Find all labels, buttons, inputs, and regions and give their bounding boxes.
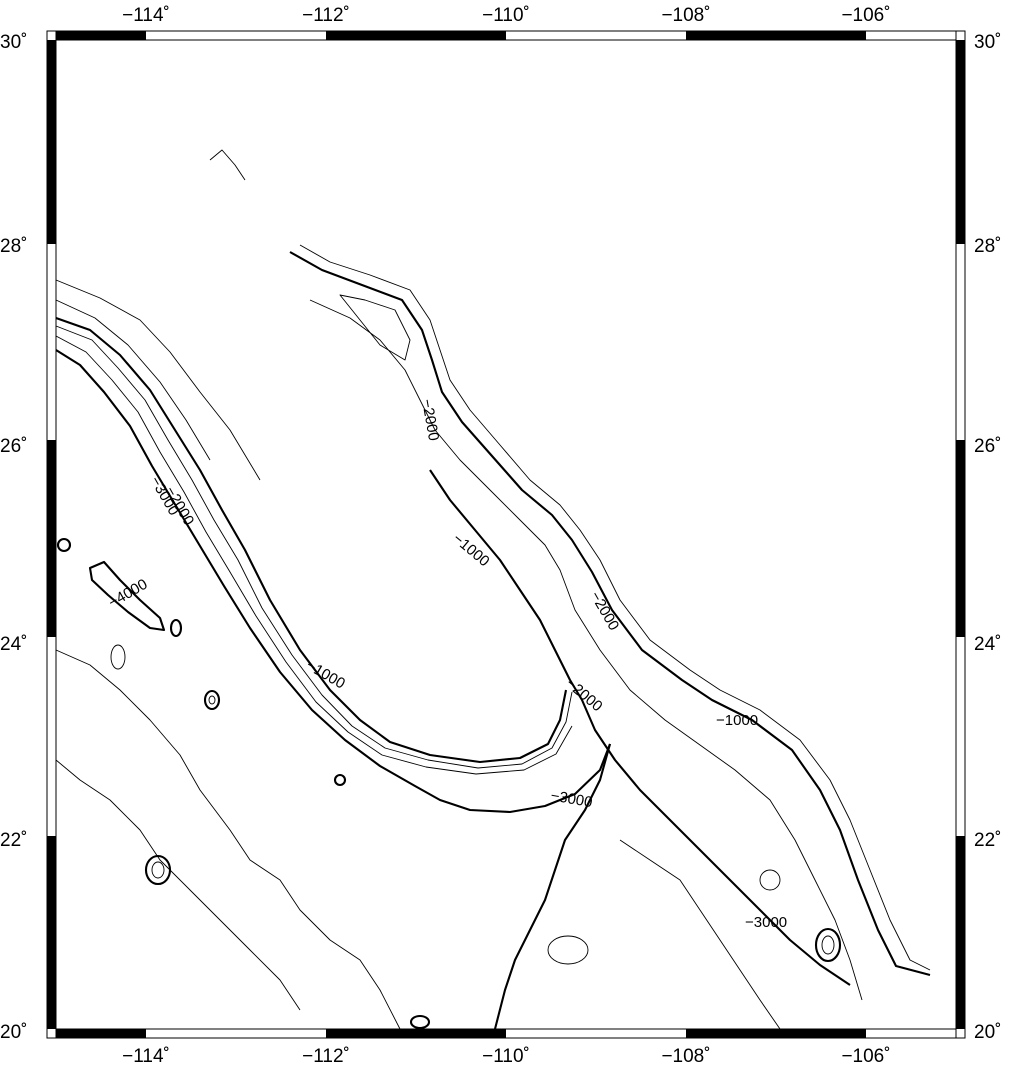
seamount (110, 644, 126, 670)
x-tick-label: −112˚ (302, 5, 350, 26)
y-tick-label: 24˚ (0, 634, 27, 655)
x-tick-label: −106˚ (841, 1046, 890, 1067)
contour-east-a (299, 244, 931, 971)
seamount (56, 537, 72, 553)
contour-3000-west (55, 349, 611, 814)
contour-south-a (55, 649, 401, 1030)
contour-east-b (309, 299, 863, 1001)
x-tick-label: −110˚ (482, 1046, 530, 1067)
contour-south-c (619, 839, 781, 1030)
seamount (144, 854, 172, 886)
contour-1000-east (289, 251, 931, 977)
y-tick-label: 26˚ (974, 436, 1001, 457)
map-frame (46, 30, 966, 1039)
contour-label: −1000 (303, 657, 348, 693)
seamount (821, 935, 835, 955)
contour-labels: −1000 −2000 −3000 −4000 −1000 −2000 −300… (106, 398, 788, 931)
seamount (169, 618, 183, 638)
contour-north-shelf (209, 149, 246, 181)
contour-north-shelf (339, 294, 411, 361)
seamount (814, 927, 842, 963)
contour-west-d (55, 279, 261, 481)
seamount (203, 689, 221, 711)
x-tick-label: −110˚ (482, 5, 530, 26)
deep-trough (88, 560, 166, 632)
y-tick-labels-left: 30˚ 28˚ 26˚ 24˚ 22˚ 20˚ (0, 32, 27, 1043)
contour-label: −1000 (716, 712, 758, 729)
contour-label: −3000 (549, 787, 593, 811)
seamount (547, 935, 589, 965)
contour-west-c (55, 299, 211, 461)
x-tick-labels-bottom: −114˚ −112˚ −110˚ −108˚ −106˚ (122, 1046, 890, 1067)
x-tick-label: −114˚ (122, 5, 170, 26)
seamount (409, 1014, 431, 1030)
x-tick-label: −112˚ (302, 1046, 350, 1067)
y-tick-label: 20˚ (974, 1022, 1001, 1043)
seamount (151, 861, 165, 879)
seamount (208, 695, 216, 705)
y-tick-label: 30˚ (0, 32, 27, 53)
contour-deep-south (493, 743, 612, 1030)
contour-label: −1000 (449, 530, 492, 570)
contour-south-b (55, 759, 301, 1011)
seamount (759, 869, 781, 891)
contour-label: −3000 (745, 914, 787, 931)
contour-west-b (55, 335, 573, 775)
y-tick-label: 26˚ (0, 436, 27, 457)
seamount (333, 773, 347, 787)
y-tick-label: 22˚ (0, 830, 27, 851)
y-tick-label: 24˚ (974, 634, 1001, 655)
y-tick-label: 28˚ (0, 236, 27, 257)
x-tick-label: −106˚ (841, 5, 890, 26)
x-tick-label: −114˚ (122, 1046, 170, 1067)
x-tick-label: −108˚ (661, 1046, 710, 1067)
y-tick-labels-right: 30˚ 28˚ 26˚ 24˚ 22˚ 20˚ (974, 32, 1001, 1043)
y-tick-label: 22˚ (974, 830, 1001, 851)
y-tick-label: 20˚ (0, 1022, 27, 1043)
x-tick-labels-top: −114˚ −112˚ −110˚ −108˚ −106˚ (122, 5, 890, 26)
contour-west-a (55, 325, 573, 769)
y-tick-label: 28˚ (974, 236, 1001, 257)
contour-label: −4000 (106, 576, 151, 612)
contour-3000-east (429, 469, 851, 986)
x-tick-label: −108˚ (661, 5, 710, 26)
contour-label: −2000 (587, 589, 623, 634)
contour-1000-west (55, 317, 568, 764)
contour-label: −2000 (418, 398, 442, 442)
y-tick-label: 30˚ (974, 32, 1001, 53)
contour-lines (55, 149, 931, 1030)
